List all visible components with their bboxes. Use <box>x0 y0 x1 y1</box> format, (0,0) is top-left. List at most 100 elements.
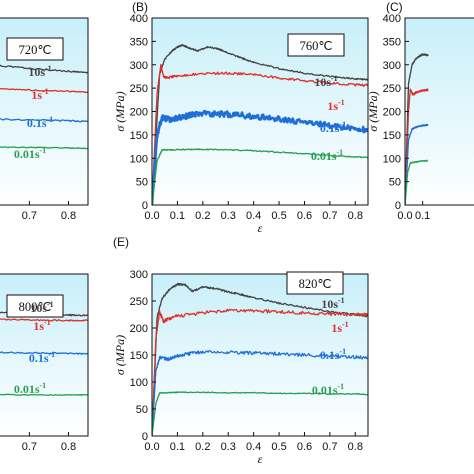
y-tick-label: 0 <box>142 431 148 443</box>
temperature-label: 760℃ <box>300 39 333 53</box>
y-tick-label: 300 <box>383 60 401 72</box>
series-line-1s-1 <box>152 308 368 436</box>
series-line-10s-1 <box>0 64 88 74</box>
x-axis-label: ε <box>258 452 263 466</box>
series-line-0.1s-1 <box>152 350 368 436</box>
x-tick-label: 0.1 <box>415 210 430 222</box>
panel-E: 0.0 0.1 0.2 0.3 0.4 0.5 0.6 0.7 0.8 0 50 100 150 200 2… <box>113 235 369 466</box>
y-tick-label: 100 <box>130 377 148 389</box>
x-tick-label: 0.3 <box>221 441 236 453</box>
temperature-label: 820℃ <box>299 277 332 291</box>
x-tick-label: 0.2 <box>195 210 210 222</box>
panel-B: 0.0 0.1 0.2 0.3 0.4 0.5 0.6 0.7 0.8 0 50 100 150 200 2… <box>113 0 369 235</box>
series-line-0.1s-1 <box>152 109 368 205</box>
y-axis-label: σ (MPa) <box>366 91 380 131</box>
y-tick-label: 50 <box>136 404 148 416</box>
y-tick-label: 250 <box>130 296 148 308</box>
x-tick-label: 0.6 <box>297 441 312 453</box>
temperature-box: 820℃ <box>286 271 344 295</box>
rate-label-1s-1: 1s-1 <box>331 320 348 335</box>
y-tick-label: 200 <box>130 323 148 335</box>
y-tick-label: 150 <box>130 130 148 142</box>
y-tick-label: 300 <box>130 269 148 281</box>
temperature-box: 760℃ <box>287 33 345 57</box>
x-tick-label: 0.4 <box>246 210 261 222</box>
series-line-10s-1 <box>405 53 429 205</box>
y-tick-label: 400 <box>383 13 401 25</box>
series-line-0.1s-1 <box>405 123 429 205</box>
x-tick-label: 0.7 <box>22 441 37 453</box>
temperature-box: 800℃ <box>6 294 64 318</box>
rate-label-1s-1: 1s-1 <box>327 98 344 113</box>
panel-C: 0.0 0.1 0 50 100 150 200 250 300 350 400 σ (MPa) (C) <box>366 0 474 222</box>
y-tick-label: 250 <box>130 83 148 95</box>
x-tick-label: 0.3 <box>221 210 236 222</box>
rate-label-0.1s-1: 0.1s-1 <box>320 347 346 362</box>
y-tick-label: 250 <box>383 83 401 95</box>
x-tick-label: 0.0 <box>397 210 412 222</box>
x-tick-label: 0.7 <box>322 210 337 222</box>
y-tick-label: 150 <box>130 350 148 362</box>
rate-label-0.01s-1: 0.01s-1 <box>312 382 344 397</box>
y-axis-label: σ (MPa) <box>113 91 127 131</box>
series-line-0.1s-1 <box>0 118 88 123</box>
x-tick-label: 0.4 <box>246 441 261 453</box>
temperature-label: 800℃ <box>19 300 52 314</box>
rate-label-10s-1: 10s-1 <box>28 64 51 79</box>
series-line-1s-1 <box>0 318 88 322</box>
y-tick-label: 350 <box>130 36 148 48</box>
y-tick-label: 100 <box>383 153 401 165</box>
x-tick-label: 0.5 <box>271 210 286 222</box>
x-tick-label: 0.5 <box>271 441 286 453</box>
rate-label-0.01s-1: 0.01s-1 <box>311 148 343 163</box>
rate-label-0.1s-1: 0.1s-1 <box>27 115 53 130</box>
y-tick-label: 350 <box>383 36 401 48</box>
series-line-1s-1 <box>0 87 88 94</box>
x-tick-label: 0.8 <box>348 210 363 222</box>
panel-label: (B) <box>132 0 148 14</box>
y-tick-label: 200 <box>383 107 401 119</box>
x-tick-label: 0.7 <box>22 210 37 222</box>
x-axis-label: ε <box>258 221 263 235</box>
x-tick-label: 0.1 <box>170 441 185 453</box>
rate-label-10s-1: 10s-1 <box>321 296 344 311</box>
series-line-0.01s-1 <box>152 391 368 436</box>
panel-label: (E) <box>113 235 129 249</box>
y-tick-label: 0 <box>142 200 148 212</box>
x-tick-label: 0.8 <box>61 441 76 453</box>
y-axis-label: σ (MPa) <box>113 335 127 375</box>
series-line-10s-1 <box>152 44 368 205</box>
x-tick-label: 0.8 <box>61 210 76 222</box>
rate-label-1s-1: 1s-1 <box>31 87 48 102</box>
y-tick-label: 50 <box>389 177 401 189</box>
rate-label-0.1s-1: 0.1s-1 <box>29 350 55 365</box>
temperature-box: 720℃ <box>6 37 64 61</box>
y-tick-label: 0 <box>395 200 401 212</box>
series-line-0.01s-1 <box>0 393 88 397</box>
y-tick-label: 150 <box>383 130 401 142</box>
y-tick-label: 50 <box>136 177 148 189</box>
y-tick-label: 400 <box>130 13 148 25</box>
plot-frame <box>0 17 89 206</box>
series-line-0.01s-1 <box>0 146 88 150</box>
x-tick-label: 0.8 <box>348 441 363 453</box>
rate-label-10s-1: 10s-1 <box>30 300 53 315</box>
x-tick-label: 0.0 <box>144 441 159 453</box>
y-tick-label: 300 <box>130 60 148 72</box>
series-line-10s-1 <box>152 282 368 436</box>
series-line-1s-1 <box>152 63 368 205</box>
rate-label-0.1s-1: 0.1s-1 <box>320 120 346 135</box>
rate-label-1s-1: 1s-1 <box>33 318 50 333</box>
series-line-0.1s-1 <box>0 351 88 355</box>
x-tick-label: 0.6 <box>297 210 312 222</box>
y-tick-label: 200 <box>130 107 148 119</box>
panel-label: (C) <box>386 0 403 14</box>
series-line-0.01s-1 <box>152 148 368 205</box>
rate-label-10s-1: 10s-1 <box>314 74 337 89</box>
x-tick-label: 0.1 <box>170 210 185 222</box>
x-tick-label: 0.2 <box>195 441 210 453</box>
